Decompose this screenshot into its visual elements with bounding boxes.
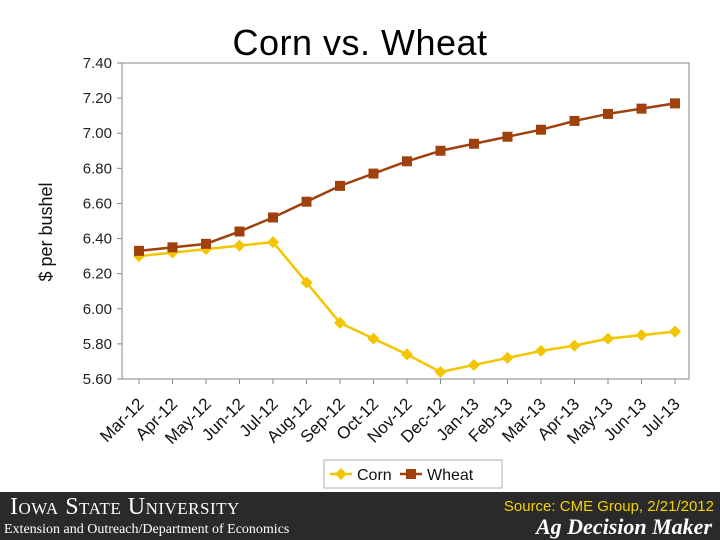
wheat-point (469, 138, 479, 149)
line-chart: 7.40 7.20 7.00 6.80 6.60 6.40 6.20 6.00 5.80 5.60… (36, 55, 690, 489)
corn-point (334, 316, 346, 329)
wheat-point (167, 242, 178, 253)
x-axis-ticks: Mar-12Apr-12May-12Jun-12Jul-12Aug-12Sep-… (96, 379, 684, 448)
corn-point (468, 358, 480, 371)
x-tick-label: Jul-13 (638, 394, 684, 440)
wheat-point (569, 115, 580, 126)
corn-point (635, 329, 648, 342)
corn-point (568, 339, 581, 352)
plot-area (121, 62, 690, 380)
corn-point (300, 276, 313, 289)
y-tick-label: 5.80 (83, 336, 112, 353)
corn-point (267, 236, 279, 249)
wheat-point (134, 245, 144, 256)
wheat-point (502, 131, 513, 142)
chart-title: Corn vs. Wheat (232, 22, 488, 63)
legend-marker-corn (335, 468, 347, 480)
y-tick-label: 6.80 (83, 160, 112, 177)
y-tick-label: 6.40 (83, 231, 112, 248)
wheat-point (402, 156, 412, 167)
wheat-point (201, 238, 211, 249)
y-tick-label: 7.40 (83, 55, 112, 72)
wheat-point (335, 180, 345, 191)
y-tick-label: 6.60 (83, 195, 112, 212)
corn-point (535, 344, 547, 357)
wheat-point (301, 196, 312, 207)
footer-bar: Iowa State University Extension and Outr… (0, 492, 720, 540)
y-tick-label: 7.20 (83, 90, 112, 107)
y-axis-ticks: 7.40 7.20 7.00 6.80 6.60 6.40 6.20 6.00 5.80 5.60 (83, 55, 122, 388)
wheat-point (234, 226, 245, 237)
wheat-point (435, 145, 446, 156)
corn-point (669, 325, 681, 338)
wheat-point (603, 108, 613, 119)
corn-point (233, 239, 246, 252)
plot-border (121, 62, 690, 380)
product-name: Ag Decision Maker (536, 514, 712, 539)
source-note: Source: CME Group, 2/21/2012 (503, 498, 714, 515)
corn-point (434, 365, 447, 378)
corn-point (367, 332, 380, 345)
y-tick-label: 5.60 (83, 371, 112, 388)
department-text: Extension and Outreach/Department of Eco… (4, 522, 290, 537)
series-layer (133, 98, 681, 378)
legend-label-wheat: Wheat (427, 467, 474, 484)
university-logo-text: Iowa State University (10, 494, 240, 520)
series-corn (133, 236, 681, 378)
wheat-point (368, 168, 379, 179)
y-tick-label: 7.00 (83, 125, 112, 142)
legend-marker-wheat (406, 469, 416, 479)
legend-label-corn: Corn (357, 467, 392, 484)
y-tick-label: 6.20 (83, 266, 112, 283)
wheat-line (138, 102, 676, 253)
wheat-point (636, 103, 647, 114)
wheat-point (536, 124, 546, 135)
wheat-point (268, 212, 278, 223)
y-axis-label: $ per bushel (36, 182, 56, 281)
y-tick-label: 6.00 (83, 301, 112, 318)
series-wheat (134, 98, 680, 256)
corn-point (401, 348, 413, 361)
corn-point (602, 332, 614, 345)
legend: Corn Wheat (323, 459, 503, 489)
corn-point (501, 351, 514, 364)
wheat-point (670, 98, 680, 109)
